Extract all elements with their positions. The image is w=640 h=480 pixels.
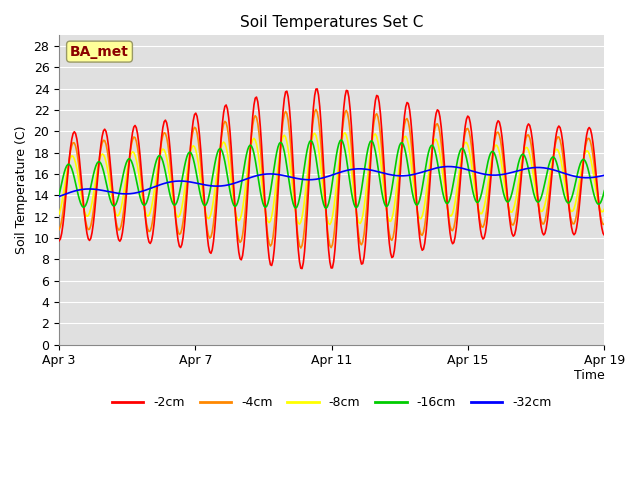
Text: Time: Time — [573, 369, 604, 382]
Legend: -2cm, -4cm, -8cm, -16cm, -32cm: -2cm, -4cm, -8cm, -16cm, -32cm — [107, 391, 557, 414]
Title: Soil Temperatures Set C: Soil Temperatures Set C — [240, 15, 424, 30]
Y-axis label: Soil Temperature (C): Soil Temperature (C) — [15, 126, 28, 254]
Text: BA_met: BA_met — [70, 45, 129, 59]
